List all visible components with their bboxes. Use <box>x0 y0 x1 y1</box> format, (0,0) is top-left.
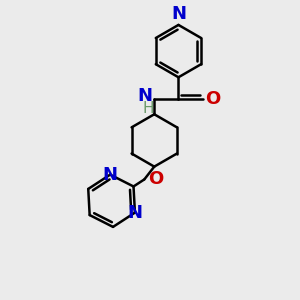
Text: H: H <box>142 101 154 116</box>
Text: N: N <box>128 204 142 222</box>
Text: O: O <box>148 169 163 188</box>
Text: N: N <box>103 166 118 184</box>
Text: N: N <box>171 5 186 23</box>
Text: O: O <box>205 90 220 108</box>
Text: N: N <box>137 87 152 105</box>
